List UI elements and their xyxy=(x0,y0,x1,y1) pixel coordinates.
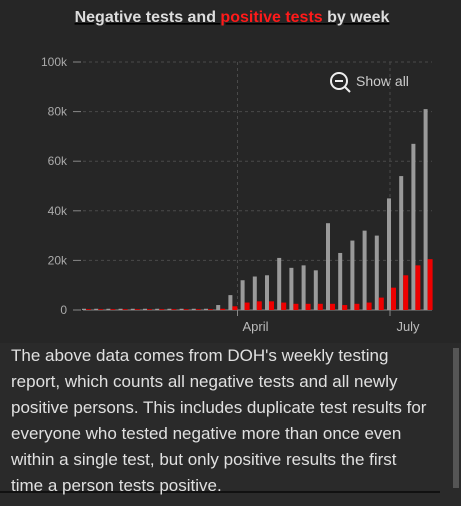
bar xyxy=(317,303,323,310)
zoom-icon xyxy=(330,72,348,90)
bar xyxy=(301,265,306,310)
y-tick-label: 60k xyxy=(48,154,68,168)
bar xyxy=(179,308,184,310)
bar xyxy=(94,308,99,310)
chart-title: Negative tests and positive tests by wee… xyxy=(75,9,390,26)
bar xyxy=(374,235,379,310)
title-part: by week xyxy=(323,9,390,26)
bar xyxy=(326,223,330,310)
bar xyxy=(86,309,91,310)
bar xyxy=(330,303,335,310)
bar xyxy=(366,302,372,310)
bar xyxy=(232,306,238,310)
chart-background xyxy=(0,0,461,343)
scrollbar[interactable] xyxy=(453,348,459,488)
title-part: Negative tests and xyxy=(75,9,221,26)
bar xyxy=(191,308,196,310)
bar xyxy=(244,302,250,310)
bar xyxy=(338,252,343,310)
button-label[interactable]: Show all xyxy=(356,73,409,89)
bar xyxy=(228,295,233,310)
bar xyxy=(110,309,116,310)
bar xyxy=(354,303,360,310)
x-tick-label: April xyxy=(242,319,268,334)
zoom-icon xyxy=(344,86,351,93)
bar xyxy=(423,109,428,311)
bar xyxy=(289,267,294,310)
bar xyxy=(269,301,274,310)
bar xyxy=(362,230,367,310)
y-tick-label: 40k xyxy=(48,204,68,218)
bar xyxy=(387,198,391,310)
bar xyxy=(252,276,257,310)
y-tick-label: 80k xyxy=(48,105,68,119)
bar xyxy=(281,302,287,310)
bar xyxy=(147,309,152,310)
y-tick-label: 0 xyxy=(60,303,67,317)
bar xyxy=(256,301,262,310)
bar xyxy=(159,309,165,310)
bar xyxy=(305,303,311,310)
bar xyxy=(293,303,299,310)
bar xyxy=(167,308,172,310)
chart: Negative tests and positive tests by wee… xyxy=(0,0,461,343)
bar xyxy=(342,305,348,310)
y-tick-label: 100k xyxy=(41,55,68,69)
bar xyxy=(391,287,396,310)
bar xyxy=(106,308,111,310)
bar xyxy=(143,308,147,310)
bar xyxy=(82,308,86,310)
bar xyxy=(183,309,189,310)
bar xyxy=(171,309,177,310)
bar xyxy=(265,275,269,310)
y-tick-label: 20k xyxy=(48,253,68,267)
title-part: positive tests xyxy=(220,9,322,26)
bar xyxy=(220,308,226,310)
bar xyxy=(403,275,409,310)
bar xyxy=(155,308,160,310)
x-tick-label: July xyxy=(396,319,420,334)
bar xyxy=(277,257,282,310)
bar xyxy=(350,240,355,310)
bar xyxy=(411,143,416,310)
bar xyxy=(98,309,104,310)
bar xyxy=(415,265,421,310)
bar xyxy=(240,280,245,310)
bar xyxy=(399,176,404,310)
bar xyxy=(208,309,213,310)
bar xyxy=(130,308,135,310)
bar xyxy=(204,308,208,310)
bar xyxy=(378,297,384,310)
bar xyxy=(195,309,201,310)
show-all-button[interactable]: Show all xyxy=(330,72,409,93)
bar xyxy=(427,259,433,310)
bar xyxy=(216,305,221,310)
caption: The above data comes from DOH's weekly t… xyxy=(0,343,440,495)
bar xyxy=(118,308,123,310)
bar xyxy=(122,309,128,310)
bar xyxy=(134,309,140,310)
bar xyxy=(313,270,318,310)
title-text: Negative tests and positive tests by wee… xyxy=(75,9,390,26)
